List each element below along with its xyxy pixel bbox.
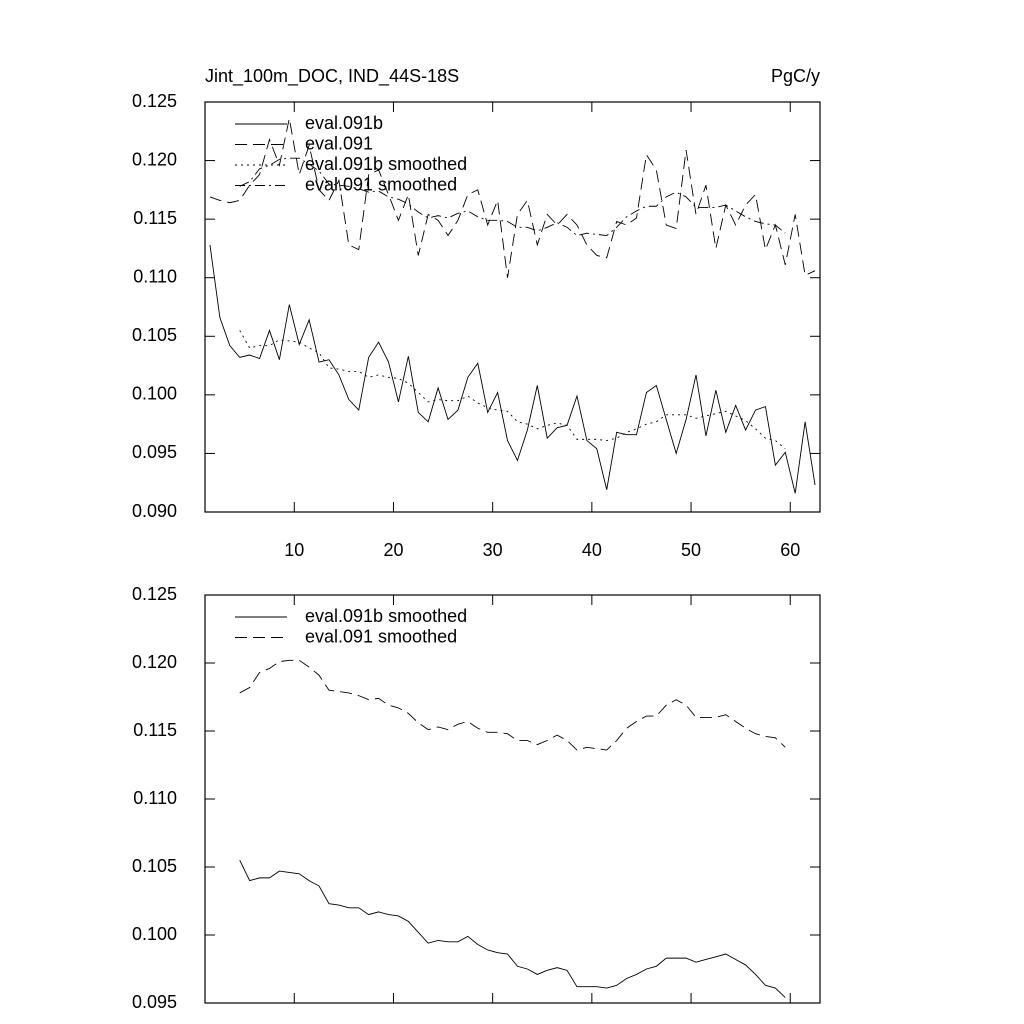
x-tick-label: 10 — [284, 540, 304, 560]
y-tick-label: 0.100 — [132, 384, 177, 404]
y-tick-label: 0.100 — [132, 924, 177, 944]
y-tick-label: 0.095 — [132, 442, 177, 462]
legend-label: eval.091 — [305, 133, 373, 153]
y-tick-label: 0.105 — [132, 856, 177, 876]
chart-title: Jint_100m_DOC, IND_44S-18S — [205, 66, 459, 87]
x-tick-label: 30 — [483, 540, 503, 560]
legend-label: eval.091 smoothed — [305, 626, 457, 646]
series-line — [239, 157, 786, 237]
y-tick-label: 0.090 — [132, 501, 177, 521]
legend-label: eval.091 smoothed — [305, 174, 457, 194]
y-tick-label: 0.110 — [133, 266, 177, 286]
series-line — [209, 244, 816, 494]
y-tick-label: 0.125 — [132, 91, 177, 111]
y-tick-label: 0.115 — [133, 720, 177, 740]
series-line — [239, 659, 786, 751]
x-tick-label: 40 — [582, 540, 602, 560]
series-line — [239, 330, 786, 450]
x-tick-label: 20 — [383, 540, 403, 560]
series-line — [209, 118, 816, 278]
legend-label: eval.091b smoothed — [305, 606, 467, 626]
y-tick-label: 0.110 — [133, 788, 177, 808]
series-line — [239, 860, 786, 998]
y-tick-label: 0.115 — [133, 208, 177, 228]
legend-label: eval.091b — [305, 113, 383, 133]
y-tick-label: 0.120 — [132, 149, 177, 169]
legend-label: eval.091b smoothed — [305, 154, 467, 174]
x-tick-label: 60 — [780, 540, 800, 560]
plot-frame — [204, 101, 821, 513]
x-tick-label: 50 — [681, 540, 701, 560]
y-tick-label: 0.125 — [132, 584, 177, 604]
y-tick-label: 0.095 — [132, 992, 177, 1012]
y-tick-label: 0.120 — [132, 652, 177, 672]
units-label: PgC/y — [771, 66, 820, 86]
y-tick-label: 0.105 — [132, 325, 177, 345]
